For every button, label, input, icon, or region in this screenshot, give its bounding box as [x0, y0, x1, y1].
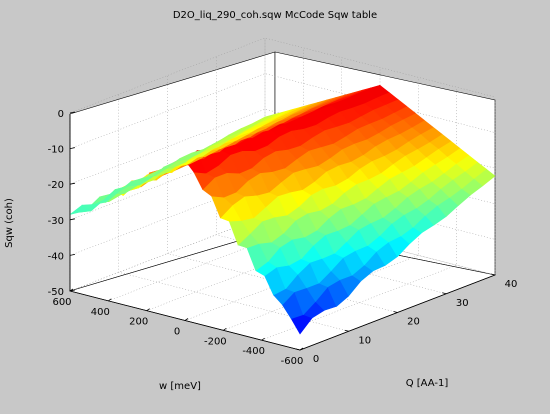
- z-tick-label: -50: [48, 287, 64, 298]
- y-tick-label: 10: [358, 335, 371, 346]
- z-grid-line: [69, 108, 496, 185]
- x-tick-label: -600: [281, 356, 304, 367]
- z-tick-label: -30: [48, 216, 64, 227]
- y-tick-label: 0: [313, 354, 319, 365]
- x-tick: [299, 347, 304, 351]
- y-tick: [393, 311, 398, 313]
- y-grid-line: [216, 56, 447, 294]
- y-tick-label: 20: [407, 317, 420, 328]
- x-tick: [261, 337, 265, 341]
- x-axis-label: w [meV]: [159, 381, 201, 392]
- x-tick: [146, 308, 150, 311]
- z-tick: [69, 218, 76, 221]
- x-grid-line: [69, 38, 266, 292]
- y-axis-label: Q [AA-1]: [406, 378, 449, 389]
- z-tick: [69, 111, 76, 114]
- y-tick: [344, 329, 349, 332]
- z-tick-label: 0: [58, 109, 64, 120]
- x-tick-label: 600: [52, 297, 71, 308]
- z-tick: [69, 254, 76, 256]
- surface-patch: [252, 114, 274, 124]
- z-tick: [69, 147, 76, 149]
- y-grid-line: [118, 94, 349, 332]
- x-tick-label: 400: [91, 307, 110, 318]
- chart-title: D2O_liq_290_coh.sqw McCode Sqw table: [173, 10, 377, 21]
- z-axis-label: Sqw (coh): [4, 198, 15, 248]
- z-tick-label: -40: [48, 251, 64, 262]
- x-tick: [108, 298, 112, 302]
- z-grid-line: [69, 37, 496, 114]
- y-tick-label: 30: [456, 298, 469, 309]
- x-tick: [69, 288, 74, 292]
- x-tick: [223, 328, 227, 331]
- y-tick: [490, 273, 496, 276]
- z-tick-label: -10: [48, 145, 64, 156]
- z-grid-line: [69, 144, 496, 221]
- x-tick-label: 200: [129, 317, 148, 328]
- z-grid-line: [69, 180, 496, 256]
- y-tick-label: 40: [505, 279, 518, 290]
- x-tick: [184, 318, 189, 321]
- y-tick: [295, 348, 301, 351]
- y-tick: [442, 292, 447, 295]
- x-tick-label: -400: [242, 346, 265, 357]
- x-tick-label: 0: [174, 327, 180, 338]
- y-grid-line: [167, 75, 398, 313]
- x-tick-label: -200: [204, 336, 227, 347]
- surface: [69, 84, 496, 335]
- z-grid-line: [69, 73, 496, 149]
- z-tick-label: -20: [48, 180, 64, 191]
- z-tick: [69, 182, 76, 185]
